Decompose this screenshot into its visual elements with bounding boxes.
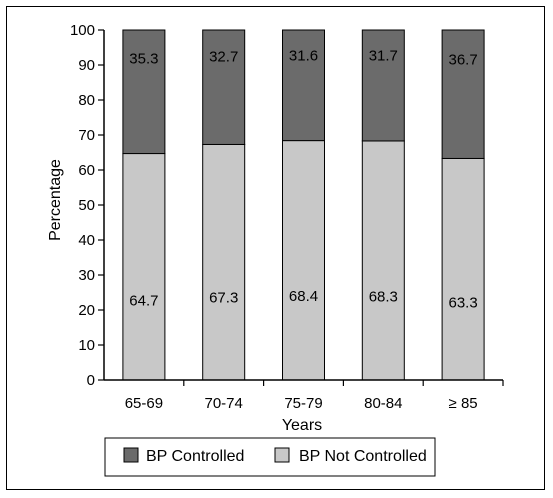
y-tick-label: 0 bbox=[87, 372, 95, 389]
legend: BP Controlled BP Not Controlled bbox=[104, 437, 436, 477]
data-label-bp-not-controlled: 63.3 bbox=[448, 294, 477, 311]
bar-segment-bp-controlled bbox=[361, 29, 405, 142]
data-label-bp-controlled: 31.6 bbox=[289, 47, 318, 64]
data-label-bp-controlled: 35.3 bbox=[129, 50, 158, 67]
x-tick-label: ≥ 85 bbox=[449, 395, 478, 412]
bar-segment-bp-not-controlled bbox=[122, 153, 166, 381]
y-tick-label: 10 bbox=[78, 337, 95, 354]
data-label-bp-not-controlled: 67.3 bbox=[209, 290, 238, 307]
y-tick-label: 30 bbox=[78, 267, 95, 284]
y-tick-label: 90 bbox=[78, 57, 95, 74]
data-label-bp-controlled: 32.7 bbox=[209, 48, 238, 65]
data-label-bp-controlled: 36.7 bbox=[448, 52, 477, 69]
legend-swatch-bp-controlled bbox=[123, 447, 139, 463]
bars-layer: 64.7 35.3 67.3 32.7 68.4 31.6 68.3 31.7 63.3 36.7 bbox=[122, 29, 485, 381]
x-tick-label: 70-74 bbox=[205, 395, 243, 412]
legend-swatch-bp-not-controlled bbox=[274, 447, 290, 463]
legend-box bbox=[104, 437, 436, 477]
y-tick-label: 20 bbox=[78, 302, 95, 319]
y-ticks: 0 10 20 30 40 50 60 70 80 90 100 bbox=[70, 22, 104, 389]
y-tick-label: 100 bbox=[70, 22, 95, 39]
bar-segment-bp-controlled bbox=[282, 29, 325, 142]
bar-segment-bp-controlled bbox=[441, 29, 485, 159]
x-tick-label: 65-69 bbox=[125, 395, 163, 412]
x-ticks: 65-69 70-74 75-79 80-84 ≥ 85 bbox=[125, 380, 504, 412]
legend-label-bp-not-controlled: BP Not Controlled bbox=[299, 448, 427, 465]
y-tick-label: 70 bbox=[78, 127, 95, 144]
bar-segment-bp-controlled bbox=[202, 29, 246, 145]
y-tick-label: 60 bbox=[78, 162, 95, 179]
data-label-bp-not-controlled: 68.4 bbox=[289, 288, 318, 305]
y-axis-title: Percentage bbox=[47, 159, 64, 241]
bar-segment-bp-not-controlled bbox=[361, 140, 405, 381]
bar-segment-bp-not-controlled bbox=[282, 140, 325, 381]
y-tick-label: 80 bbox=[78, 92, 95, 109]
y-tick-label: 50 bbox=[78, 197, 95, 214]
y-tick-label: 40 bbox=[78, 232, 95, 249]
bar-segment-bp-controlled bbox=[122, 29, 166, 155]
data-label-bp-controlled: 31.7 bbox=[369, 48, 398, 65]
bar-segment-bp-not-controlled bbox=[202, 143, 246, 381]
bar-segment-bp-not-controlled bbox=[441, 157, 485, 381]
data-label-bp-not-controlled: 64.7 bbox=[129, 293, 158, 310]
x-tick-label: 75-79 bbox=[284, 395, 322, 412]
legend-label-bp-controlled: BP Controlled bbox=[146, 448, 244, 465]
x-tick-label: 80-84 bbox=[364, 395, 402, 412]
x-axis-title: Years bbox=[282, 417, 322, 434]
data-label-bp-not-controlled: 68.3 bbox=[369, 288, 398, 305]
